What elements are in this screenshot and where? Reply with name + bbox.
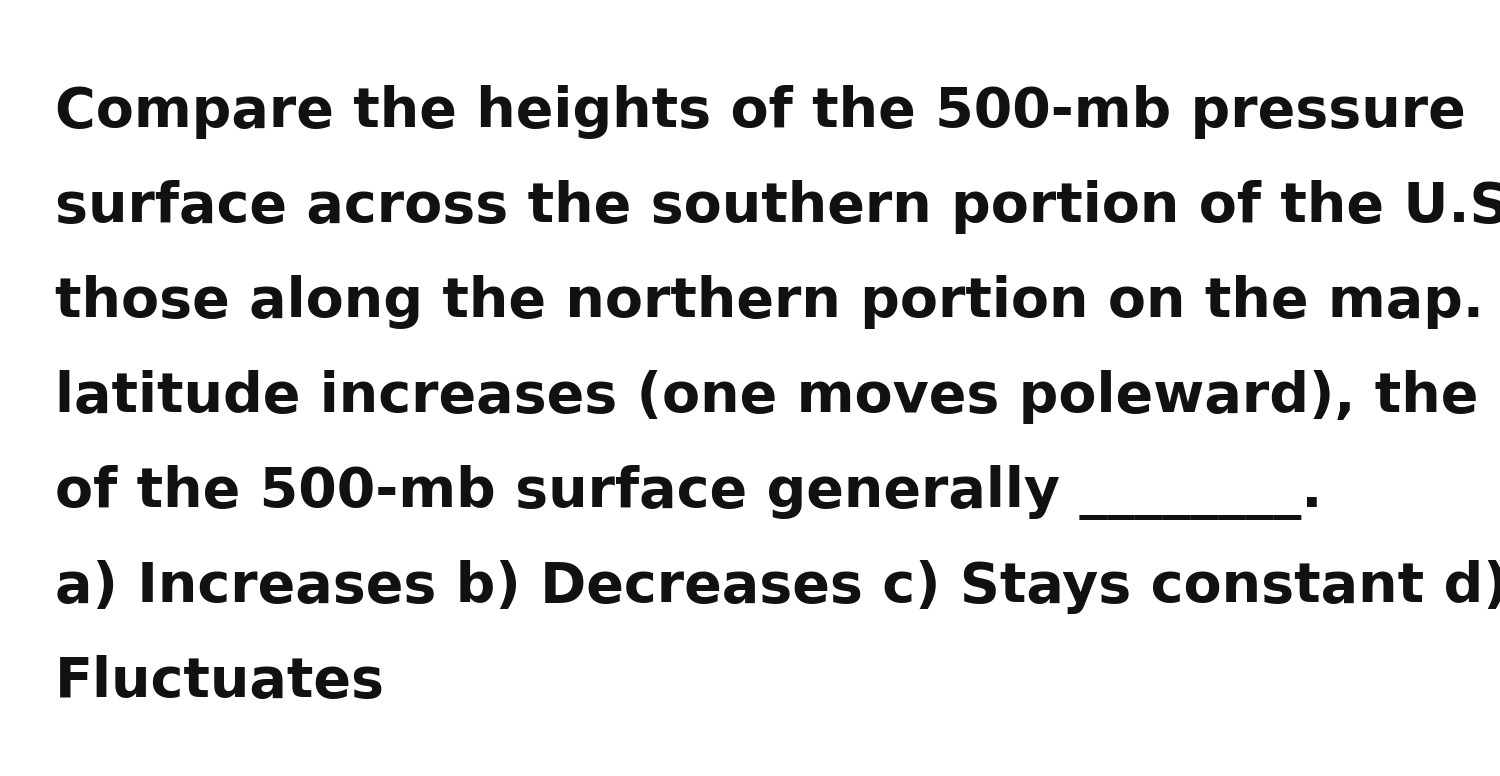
Text: Compare the heights of the 500-mb pressure: Compare the heights of the 500-mb pressu… [56, 85, 1466, 139]
Text: Fluctuates: Fluctuates [56, 655, 386, 709]
Text: those along the northern portion on the map. As: those along the northern portion on the … [56, 275, 1500, 329]
Text: a) Increases b) Decreases c) Stays constant d): a) Increases b) Decreases c) Stays const… [56, 560, 1500, 614]
Text: of the 500-mb surface generally ________.: of the 500-mb surface generally ________… [56, 465, 1323, 520]
Text: latitude increases (one moves poleward), the height: latitude increases (one moves poleward),… [56, 370, 1500, 424]
Text: surface across the southern portion of the U.S. to: surface across the southern portion of t… [56, 180, 1500, 234]
